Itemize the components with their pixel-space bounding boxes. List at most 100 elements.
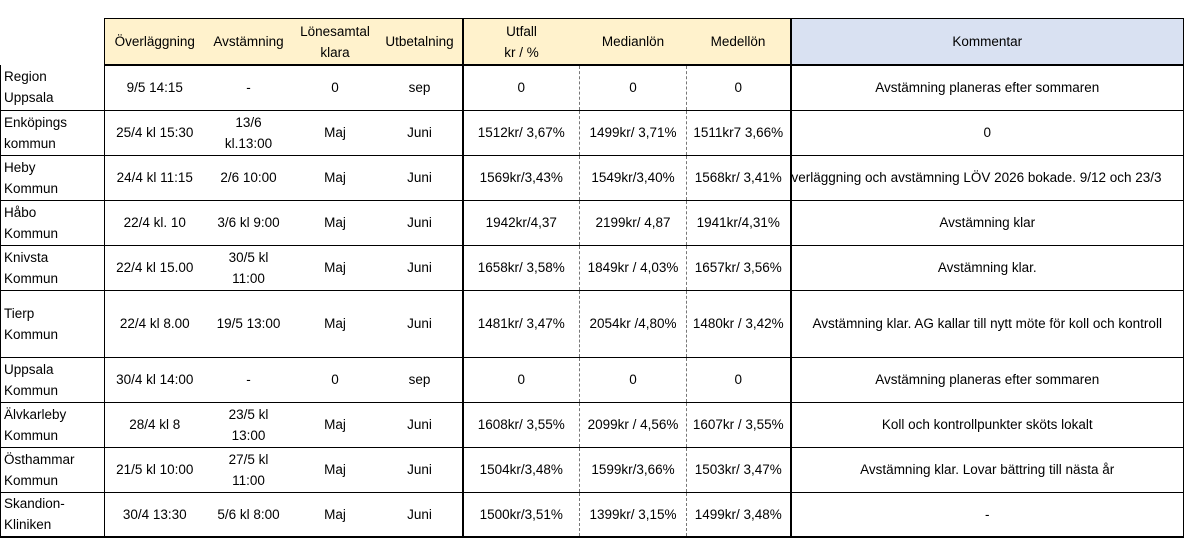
cell-name: Östhammar Kommun <box>0 447 105 492</box>
cell-utbetalning: sep <box>378 357 463 402</box>
cell-overlaggning: 30/4 kl 14:00 <box>105 357 205 402</box>
header-row: Överläggning Avstämning Lönesamtal klara … <box>0 18 1184 66</box>
cell-medianlon-line: 1549kr/3,40% <box>591 170 675 185</box>
cell-name-line: Region <box>4 69 47 85</box>
cell-lonesamtal: 0 <box>293 65 378 110</box>
cell-utbetalning: Juni <box>378 402 463 447</box>
cell-medianlon-line: 1599kr/3,66% <box>591 462 675 477</box>
cell-utbetalning: Juni <box>378 447 463 492</box>
cell-overlaggning-line: 25/4 kl 15:30 <box>116 125 194 140</box>
cell-utfall-line: 1504kr/3,48% <box>479 462 563 477</box>
cell-medianlon-line: 1499kr/ 3,71% <box>589 125 677 140</box>
cell-kommentar-line: Avstämning klar. Lovar bättring till näs… <box>860 462 1115 477</box>
cell-medellon-line: 1480kr / 3,42% <box>692 316 784 331</box>
cell-lonesamtal-line: Maj <box>324 506 346 522</box>
cell-utbetalning-line: sep <box>408 372 431 387</box>
cell-medellon-line: 0 <box>734 80 742 96</box>
cell-lonesamtal-line: Maj <box>324 170 346 185</box>
cell-lonesamtal: Maj <box>293 200 378 245</box>
cell-lonesamtal-line: Maj <box>324 417 346 432</box>
cell-name-line: Kommun <box>4 180 59 196</box>
salary-review-table: Överläggning Avstämning Lönesamtal klara … <box>0 18 1184 538</box>
cell-medellon-line: 0 <box>734 372 742 387</box>
cell-kommentar-line: Avstämning klar <box>939 215 1036 230</box>
cell-overlaggning: 9/5 14:15 <box>105 65 205 110</box>
cell-kommentar-line: - <box>985 506 990 522</box>
cell-avstamning: 5/6 kl 8:00 <box>205 492 293 537</box>
cell-overlaggning: 21/5 kl 10:00 <box>105 447 205 492</box>
cell-utbetalning-line: Juni <box>407 417 432 432</box>
cell-utbetalning: Juni <box>378 492 463 537</box>
cell-lonesamtal: Maj <box>293 110 378 155</box>
cell-avstamning-line: 5/6 kl 8:00 <box>217 506 280 522</box>
cell-avstamning: 3/6 kl 9:00 <box>205 200 293 245</box>
table-row: Knivsta Kommun 22/4 kl 15.00 30/5 kl 11:00 Ma… <box>0 245 1184 290</box>
cell-overlaggning-line: 30/4 13:30 <box>122 506 187 522</box>
cell-name: Tierp Kommun <box>0 290 105 357</box>
cell-avstamning: 23/5 kl 13:00 <box>205 402 293 447</box>
cell-name-line: Kommun <box>4 472 59 488</box>
cell-lonesamtal-line: Maj <box>324 260 346 275</box>
cell-overlaggning: 22/4 kl 15.00 <box>105 245 205 290</box>
cell-medellon: 1607kr / 3,55% <box>686 402 791 447</box>
cell-medellon: 1657kr/ 3,56% <box>686 245 791 290</box>
cell-avstamning: - <box>205 65 293 110</box>
cell-lonesamtal-line: 0 <box>331 372 339 387</box>
cell-utbetalning: Juni <box>378 155 463 200</box>
cell-kommentar-line: Avstämning planeras efter sommaren <box>875 80 1100 96</box>
cell-medellon: 1503kr/ 3,47% <box>686 447 791 492</box>
table-row: Håbo Kommun 22/4 kl. 10 3/6 kl 9:00 Maj Juni 1… <box>0 200 1184 245</box>
cell-lonesamtal-line: Maj <box>324 125 346 140</box>
cell-lonesamtal-line: 0 <box>331 80 339 96</box>
cell-utfall: 0 <box>461 357 580 402</box>
cell-overlaggning: 22/4 kl. 10 <box>105 200 205 245</box>
cell-avstamning: 19/5 13:00 <box>205 290 293 357</box>
header-utbetalning: Utbetalning <box>377 18 463 66</box>
cell-medellon: 1941kr/4,31% <box>686 200 791 245</box>
header-lonesamtal-line2: klara <box>320 44 350 60</box>
cell-overlaggning: 30/4 13:30 <box>105 492 205 537</box>
cell-medianlon-line: 1849kr / 4,03% <box>587 260 679 275</box>
cell-overlaggning-line: 30/4 kl 14:00 <box>116 372 194 387</box>
cell-avstamning-line: 23/5 kl <box>228 406 269 422</box>
cell-medellon: 1511kr7 3,66% <box>686 110 791 155</box>
cell-utbetalning-line: Juni <box>407 215 432 230</box>
table-row: Enköpings kommun 25/4 kl 15:30 13/6 kl.13:00… <box>0 110 1184 155</box>
cell-avstamning-line: 3/6 kl 9:00 <box>217 215 280 230</box>
cell-lonesamtal: Maj <box>293 155 378 200</box>
cell-name-line: Skandion- <box>4 496 65 512</box>
cell-utfall: 1608kr/ 3,55% <box>461 402 580 447</box>
cell-kommentar: Avstämning klar. <box>789 245 1184 290</box>
cell-kommentar: verläggning och avstämning LÖV 2026 boka… <box>789 155 1184 200</box>
cell-medellon-line: 1503kr/ 3,47% <box>694 462 782 477</box>
cell-name: Skandion- Kliniken <box>0 492 105 537</box>
cell-medellon-line: 1657kr/ 3,56% <box>694 260 782 275</box>
cell-kommentar: Koll och kontrollpunkter sköts lokalt <box>789 402 1184 447</box>
cell-kommentar-line: verläggning och avstämning LÖV 2026 boka… <box>791 170 1162 185</box>
header-medellon: Medellön <box>686 18 791 66</box>
cell-kommentar-line: Avstämning planeras efter sommaren <box>875 372 1100 387</box>
cell-kommentar: Avstämning klar <box>789 200 1184 245</box>
header-utfall-line2: kr / % <box>504 44 539 60</box>
cell-kommentar-line: Avstämning klar. AG kallar till nytt möt… <box>812 316 1162 331</box>
header-empty-cell <box>0 18 105 65</box>
cell-utbetalning-line: Juni <box>407 170 432 185</box>
cell-medellon: 0 <box>686 357 791 402</box>
cell-medianlon: 2099kr / 4,56% <box>579 402 687 447</box>
cell-overlaggning-line: 9/5 14:15 <box>126 80 183 96</box>
cell-medianlon: 2199kr/ 4,87 <box>579 200 687 245</box>
cell-name: Älvkarleby Kommun <box>0 402 105 447</box>
cell-utfall: 1569kr/3,43% <box>461 155 580 200</box>
cell-medianlon-line: 1399kr/ 3,15% <box>589 506 677 522</box>
cell-avstamning-line: - <box>246 80 251 96</box>
cell-avstamning-line: 13/6 <box>235 114 262 130</box>
header-medianlon: Medianlön <box>579 18 687 66</box>
cell-avstamning-line: 13:00 <box>231 427 266 443</box>
cell-lonesamtal: Maj <box>293 492 378 537</box>
cell-medellon: 1480kr / 3,42% <box>686 290 791 357</box>
table-row: Heby Kommun 24/4 kl 11:15 2/6 10:00 Maj Juni 1… <box>0 155 1184 200</box>
cell-avstamning-line: kl.13:00 <box>224 135 273 151</box>
cell-name-line: Uppsala <box>4 90 54 106</box>
cell-name: Heby Kommun <box>0 155 105 200</box>
cell-avstamning-line: 30/5 kl <box>228 249 269 265</box>
